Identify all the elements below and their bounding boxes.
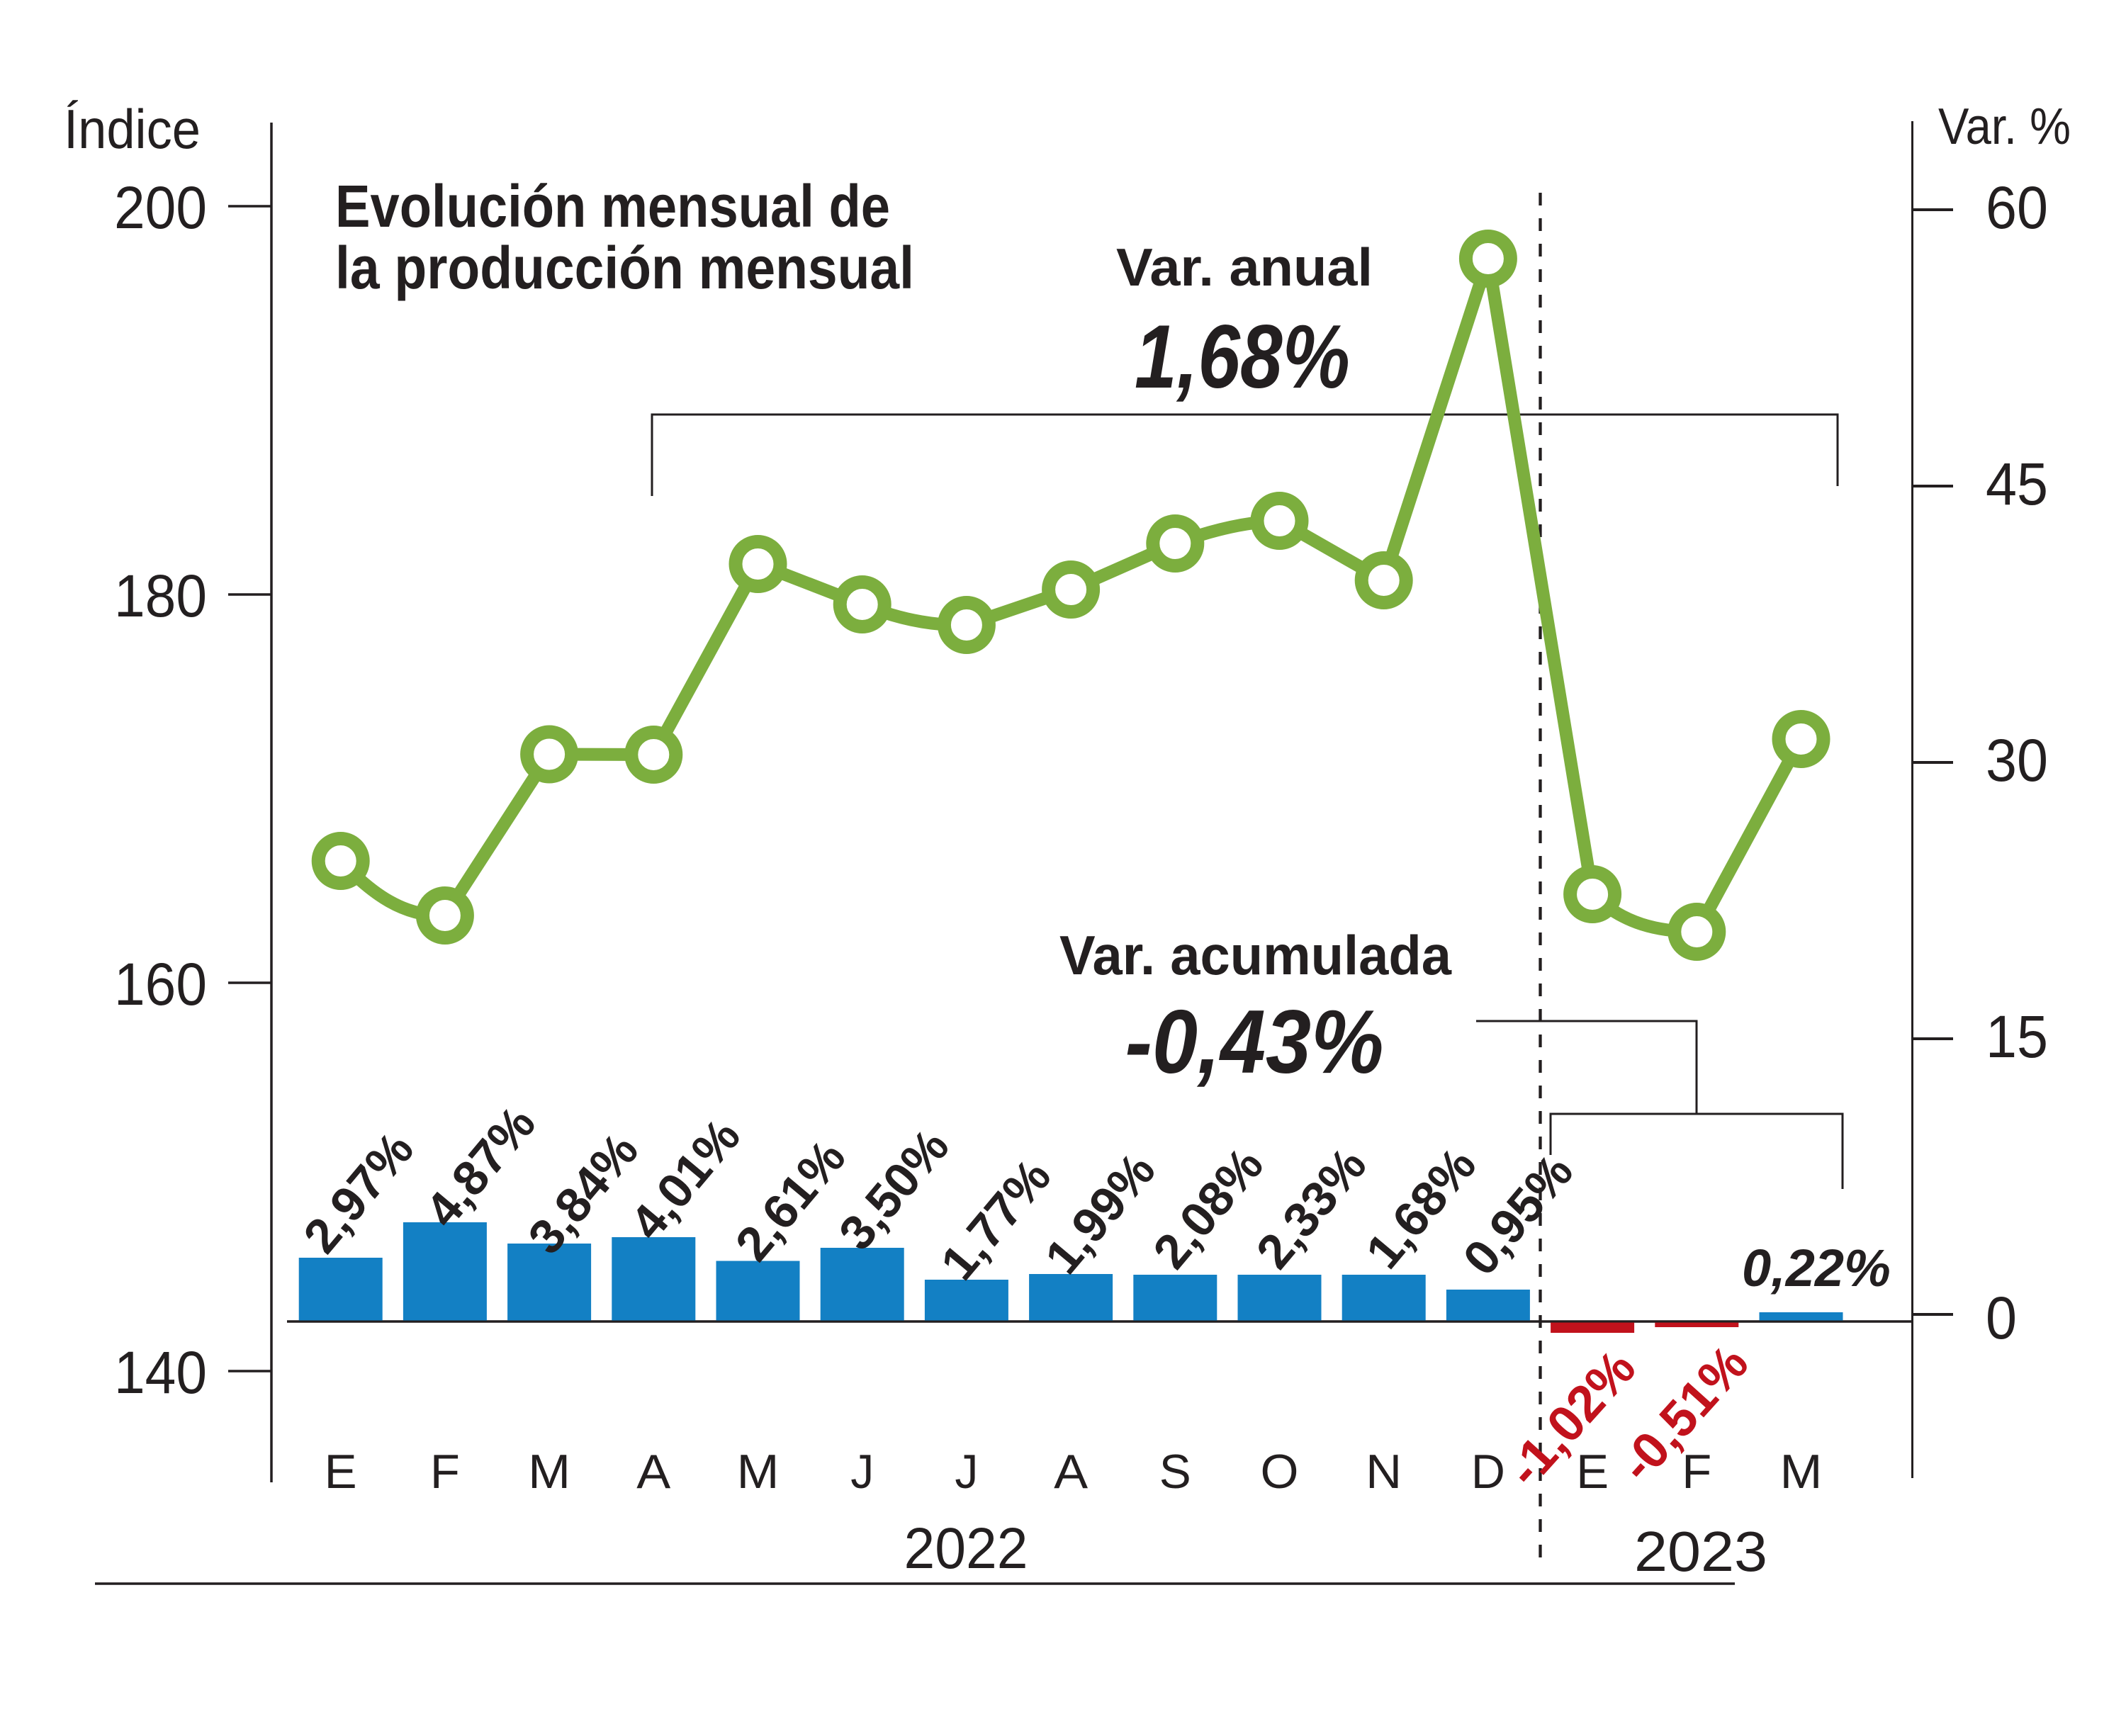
svg-text:F: F — [1682, 1445, 1711, 1499]
svg-text:-0,43%: -0,43% — [1125, 991, 1384, 1092]
svg-text:200: 200 — [114, 174, 207, 241]
svg-text:60: 60 — [1986, 174, 2048, 241]
svg-text:45: 45 — [1986, 451, 2048, 517]
svg-text:180: 180 — [114, 563, 207, 629]
svg-text:O: O — [1261, 1445, 1299, 1499]
svg-text:la producción mensual: la producción mensual — [335, 235, 914, 301]
svg-text:M: M — [1780, 1445, 1823, 1499]
svg-text:J: J — [850, 1445, 874, 1499]
svg-text:Evolución mensual de: Evolución mensual de — [335, 173, 890, 239]
svg-text:S: S — [1159, 1445, 1191, 1499]
svg-text:J: J — [955, 1445, 978, 1499]
svg-text:N: N — [1366, 1445, 1402, 1499]
svg-text:30: 30 — [1986, 727, 2048, 794]
svg-text:140: 140 — [114, 1339, 207, 1406]
svg-text:A: A — [1054, 1445, 1089, 1499]
svg-text:M: M — [528, 1445, 570, 1499]
svg-text:F: F — [430, 1445, 460, 1499]
svg-text:160: 160 — [114, 951, 207, 1018]
svg-text:Var. acumulada: Var. acumulada — [1059, 924, 1452, 986]
svg-text:2022: 2022 — [904, 1516, 1028, 1581]
svg-text:Índice: Índice — [64, 98, 201, 160]
svg-text:A: A — [636, 1445, 671, 1499]
svg-text:2023: 2023 — [1634, 1520, 1767, 1583]
svg-text:E: E — [1576, 1445, 1609, 1499]
svg-text:1,68%: 1,68% — [1135, 306, 1350, 407]
svg-text:E: E — [325, 1445, 357, 1499]
svg-text:0: 0 — [1986, 1285, 2017, 1351]
svg-text:0,22%: 0,22% — [1742, 1239, 1891, 1297]
svg-text:Var. %: Var. % — [1938, 98, 2071, 155]
svg-text:15: 15 — [1986, 1003, 2048, 1070]
svg-text:Var. anual: Var. anual — [1116, 237, 1373, 297]
svg-text:M: M — [737, 1445, 780, 1499]
svg-text:D: D — [1471, 1445, 1505, 1499]
